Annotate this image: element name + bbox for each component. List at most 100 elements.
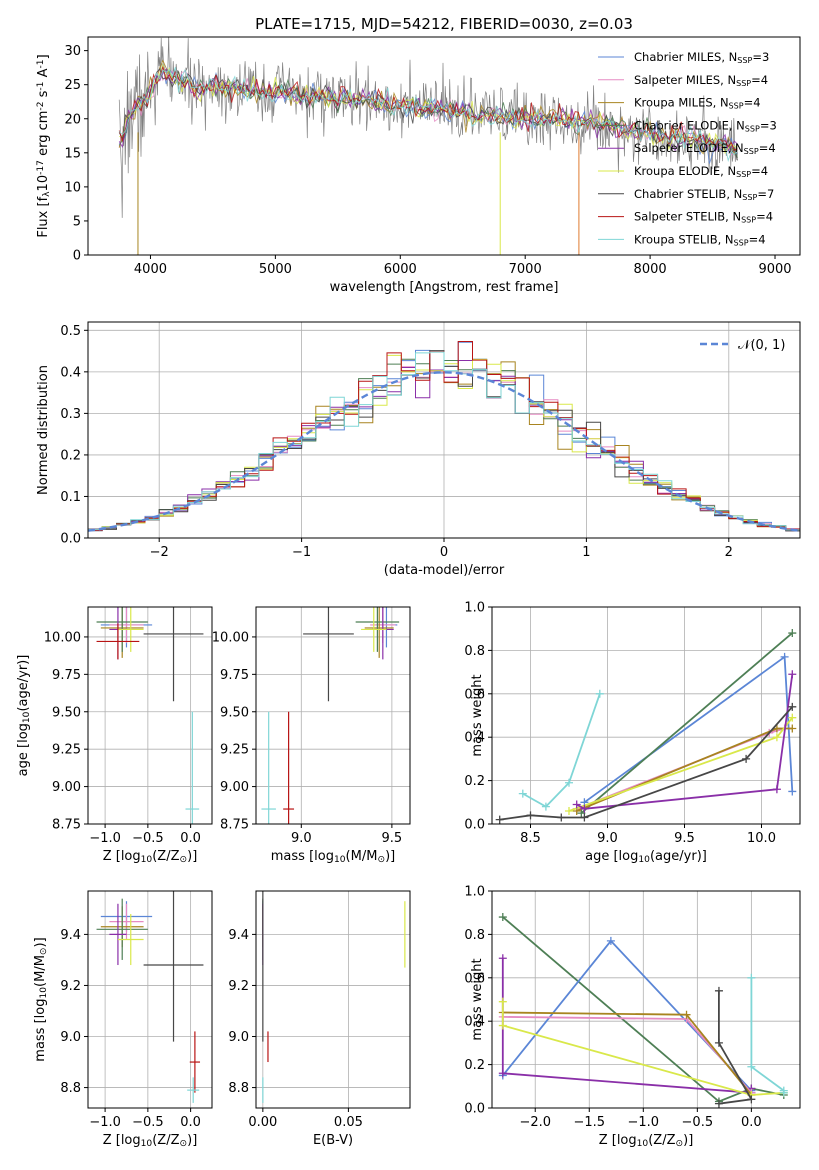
subscript: SSP (745, 124, 760, 133)
text-run: 0.5 (60, 324, 81, 339)
y-tick-label: 30 (64, 44, 81, 59)
y-tick-label: 0.4 (464, 731, 485, 746)
legend-label: Chabrier STELIB, NSSP=7 (634, 187, 774, 202)
text-run: 0.0 (180, 1115, 201, 1130)
subscript: SSP (737, 56, 752, 65)
text-run: −0.5 (682, 1115, 714, 1130)
text-run: 1 (582, 545, 590, 560)
text-run: Chabrier STELIB, N (634, 187, 742, 201)
y-tick-label: 0.5 (60, 324, 81, 339)
y-axis-label: Normed distribution (36, 365, 51, 495)
text-run: 0.4 (464, 731, 485, 746)
text-run: 5 (73, 214, 81, 229)
text-run: Kroupa MILES, N (634, 96, 729, 110)
y-tick-label: 9.2 (60, 979, 81, 994)
mass-vs-ebv-panel: 0.00 0.05 8.8 9.0 9.2 9.4 E(B-V) (228, 890, 411, 1148)
text-run: 9.0 (60, 1030, 81, 1045)
mass-weight-marker (772, 733, 781, 742)
y-tick-label: 9.25 (52, 743, 81, 758)
subscript: 10 (638, 855, 650, 865)
x-axis-label: mass [log10(M/M⊙)] (271, 849, 395, 865)
subscript: ⊙ (39, 947, 49, 955)
mass-weight-marker (606, 936, 615, 945)
text-run: 7000 (509, 262, 542, 277)
text-run: s (36, 90, 51, 101)
legend-label: Kroupa STELIB, NSSP=4 (634, 232, 766, 247)
text-run: 9.0 (597, 831, 618, 846)
massweight-vs-metallicity-panel: −2.0 −1.5 −1.0 −0.5 0.0 0.0 0.2 0.4 0.6 0.8 1.0 Z [… (464, 885, 801, 1149)
y-tick-label: 9.00 (220, 780, 249, 795)
text-run: −2 (150, 545, 169, 560)
plot-area (118, 37, 738, 255)
superscript: -1 (36, 82, 46, 91)
age-vs-metallicity-panel: −1.0 −0.5 0.0 8.75 9.00 9.25 9.50 9.75 10.00 Z [l… (16, 606, 213, 865)
text-run: =4 (751, 164, 768, 178)
mass-weight-marker (498, 997, 507, 1006)
mass-weight-marker (747, 1095, 756, 1104)
y-tick-label: 9.2 (228, 979, 249, 994)
y-tick-label: 0.2 (464, 1058, 485, 1073)
normal-curve (88, 371, 800, 532)
text-run: erg cm (36, 111, 51, 160)
mass-weight-marker (565, 778, 573, 787)
text-run: Z [log (103, 1133, 141, 1148)
age-vs-mass-panel: 9.0 9.5 8.75 9.00 9.25 9.50 9.75 10.00 mass [log… (212, 606, 411, 865)
text-run: 0.0 (180, 831, 201, 846)
mass-weight-marker (577, 809, 586, 818)
model-spectrum-line (118, 67, 738, 152)
mass-weight-marker (779, 1088, 788, 1097)
legend-label: Chabrier ELODIE, NSSP=3 (634, 118, 777, 133)
y-tick-label: 8.75 (52, 818, 81, 833)
mass-weight-marker (541, 802, 550, 811)
y-tick-label: 0.1 (60, 490, 81, 505)
y-tick-label: 10 (64, 180, 81, 195)
y-tick-label: 0.0 (464, 1102, 485, 1117)
mass-weight-marker (518, 789, 527, 798)
text-run: age/yr (16, 664, 31, 706)
x-axis-label: age [log10(age/yr)] (585, 849, 707, 865)
mass-weight-line (522, 693, 601, 808)
text-run: Z/Z (157, 1133, 179, 1148)
mass-vs-metallicity-panel: −1.0 −0.5 0.08.89.09.29.4Z [log10(Z/Z⊙)]ma… (33, 890, 213, 1149)
x-tick-label: 9.5 (674, 831, 695, 846)
text-run: 9.50 (220, 705, 249, 720)
text-run: 9.0 (291, 831, 312, 846)
text-run: 8.75 (52, 818, 81, 833)
mass-weight-marker (498, 1021, 507, 1030)
mass-weight-marker (747, 1062, 756, 1071)
text-run: Chabrier ELODIE, N (634, 118, 745, 132)
text-run: )] (187, 849, 197, 864)
text-run: 0 (73, 249, 81, 264)
x-tick-label: 7000 (509, 262, 542, 277)
text-run: 0.00 (248, 1115, 277, 1130)
x-tick-label: 9000 (758, 262, 791, 277)
y-tick-label: 8.75 (220, 818, 249, 833)
y-tick-label: 0.6 (464, 687, 485, 702)
y-axis-label: age [log10(age/yr)] (16, 655, 32, 777)
y-tick-label: 9.0 (228, 1030, 249, 1045)
text-run: (data-model)/error (384, 563, 505, 578)
text-run: 0.4 (60, 365, 81, 380)
axes-frame (255, 606, 411, 825)
mass-weight-line (499, 706, 793, 821)
text-run: A (36, 68, 51, 81)
text-run: 0.6 (464, 971, 485, 986)
subscript: ⊙ (377, 855, 385, 865)
y-tick-label: 9.50 (52, 705, 81, 720)
plot-area (261, 607, 400, 824)
x-tick-label: −1.5 (573, 1115, 605, 1130)
text-run: age [log (585, 849, 638, 864)
legend-label: Salpeter STELIB, NSSP=4 (634, 210, 773, 225)
subscript: SSP (736, 170, 751, 179)
mass-weight-line (750, 977, 785, 1093)
text-run: 9.2 (60, 979, 81, 994)
text-run: ( (648, 1133, 653, 1148)
text-run: )] (697, 849, 707, 864)
y-tick-label: 5 (73, 214, 81, 229)
y-tick-label: 9.75 (220, 668, 249, 683)
text-run: )] (385, 849, 395, 864)
text-run: 0.8 (464, 644, 485, 659)
legend-label: Chabrier MILES, NSSP=3 (634, 50, 769, 65)
text-run: 9.4 (228, 928, 249, 943)
y-tick-label: 1.0 (464, 885, 485, 900)
